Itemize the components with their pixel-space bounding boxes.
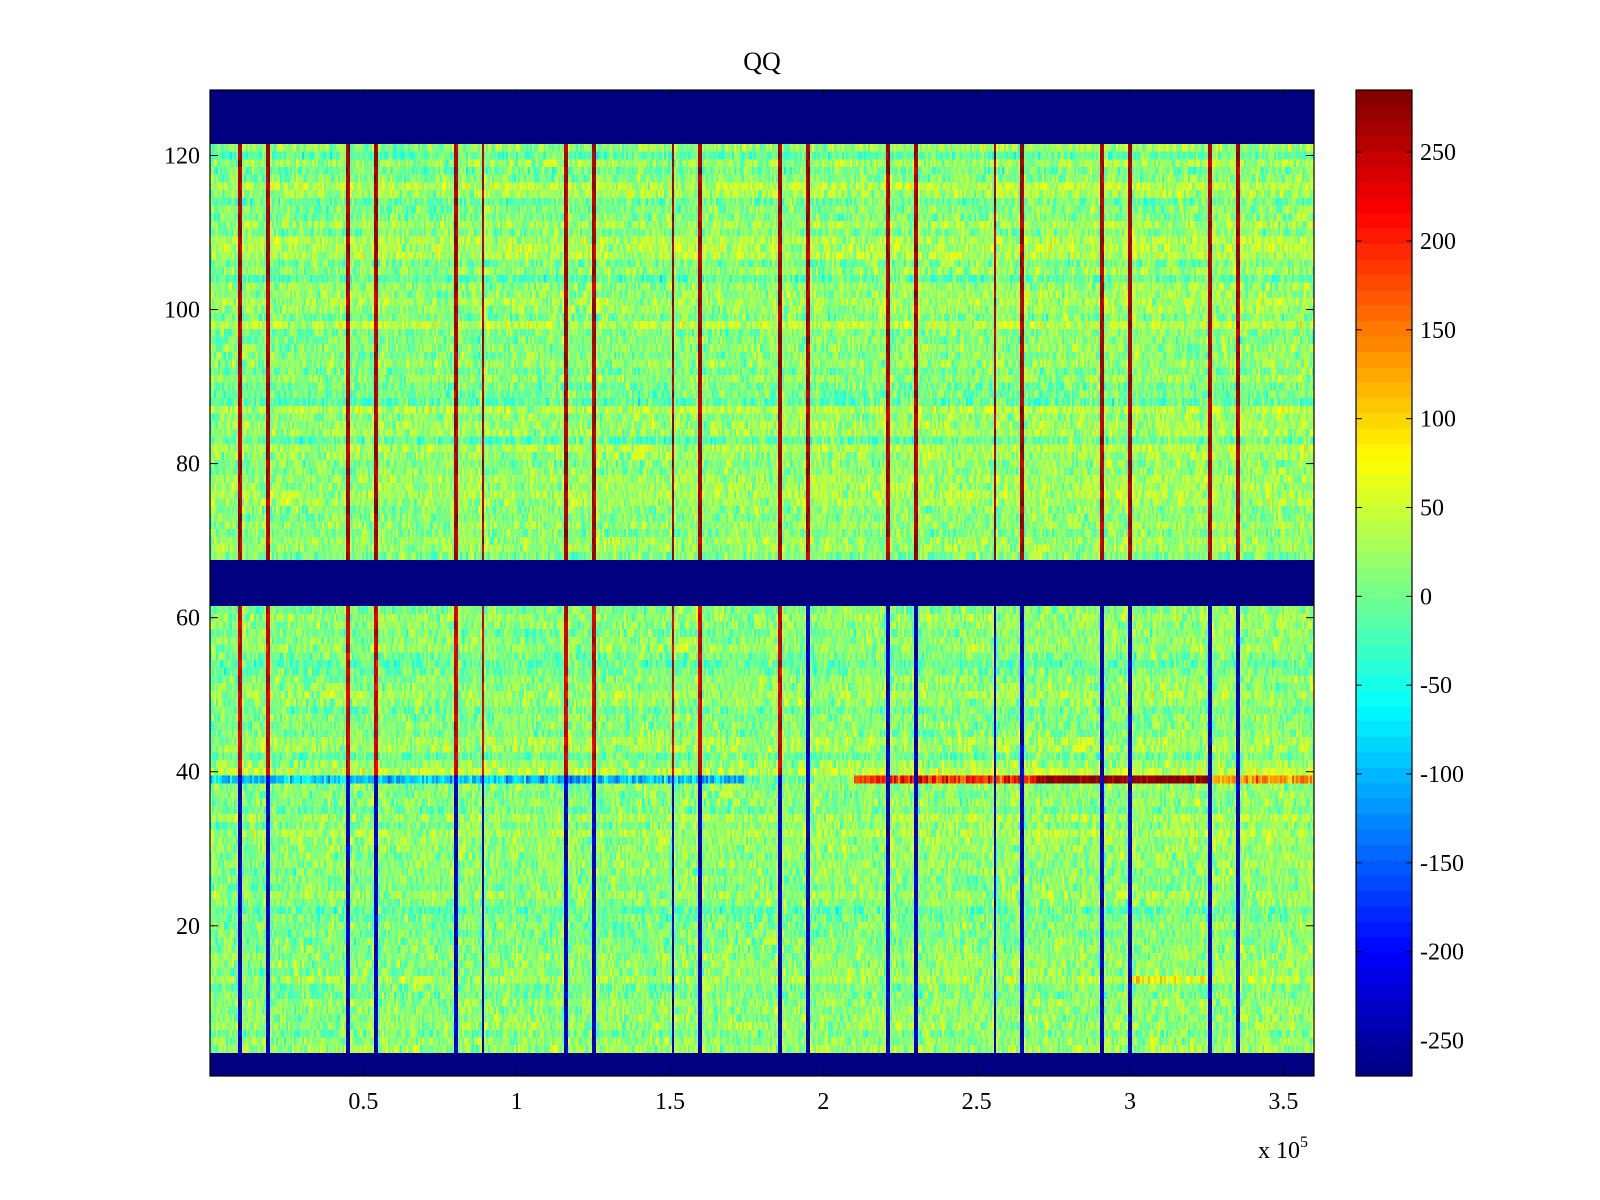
y-tick-label: 120 bbox=[164, 143, 200, 169]
plot-frame bbox=[209, 89, 1315, 1077]
colorbar-tick-label: -100 bbox=[1420, 762, 1464, 788]
x-axis-exponent-power: 5 bbox=[1300, 1134, 1308, 1151]
x-tick-label: 3 bbox=[1124, 1089, 1136, 1115]
y-tick-label: 100 bbox=[164, 298, 200, 324]
colorbar-tick-label: 0 bbox=[1420, 584, 1432, 610]
colorbar-tick-label: -250 bbox=[1420, 1028, 1464, 1054]
x-tick-label: 1 bbox=[511, 1089, 523, 1115]
x-tick-label: 3.5 bbox=[1268, 1089, 1298, 1115]
heatmap-image bbox=[210, 90, 1314, 1076]
chart-title: QQ bbox=[743, 47, 781, 76]
y-tick-label: 80 bbox=[176, 452, 200, 478]
y-tick-label: 60 bbox=[176, 606, 200, 632]
x-tick-label: 2.5 bbox=[962, 1089, 992, 1115]
colorbar-tick-label: -150 bbox=[1420, 851, 1464, 877]
x-tick-label: 1.5 bbox=[655, 1089, 685, 1115]
y-axis-ticks: 20 40 60 80 100 120 bbox=[164, 143, 1314, 940]
y-tick-label: 40 bbox=[176, 760, 200, 786]
colorbar-tick-label: -200 bbox=[1420, 940, 1464, 966]
x-tick-label: 0.5 bbox=[348, 1089, 378, 1115]
colorbar-tick-label: 150 bbox=[1420, 318, 1456, 344]
y-tick-label: 20 bbox=[176, 914, 200, 940]
x-axis-exponent: x 105 bbox=[1258, 1134, 1308, 1164]
x-axis-exponent-base: x 10 bbox=[1258, 1138, 1300, 1164]
colorbar-tick-label: -50 bbox=[1420, 673, 1452, 699]
colorbar-tick-label: 50 bbox=[1420, 495, 1444, 521]
colorbar-tick-label: 250 bbox=[1420, 140, 1456, 166]
colorbar-frame bbox=[1355, 89, 1413, 1077]
x-tick-label: 2 bbox=[817, 1089, 829, 1115]
colorbar-tick-label: 200 bbox=[1420, 229, 1456, 255]
colorbar-image bbox=[1356, 90, 1412, 1076]
colorbar-ticks: 250 200 150 100 50 0 -50 -100 -150 -200 -250 bbox=[1356, 140, 1464, 1054]
x-axis-ticks: 0.5 1 1.5 2 2.5 3 3.5 bbox=[348, 90, 1298, 1115]
colorbar-tick-label: 100 bbox=[1420, 407, 1456, 433]
